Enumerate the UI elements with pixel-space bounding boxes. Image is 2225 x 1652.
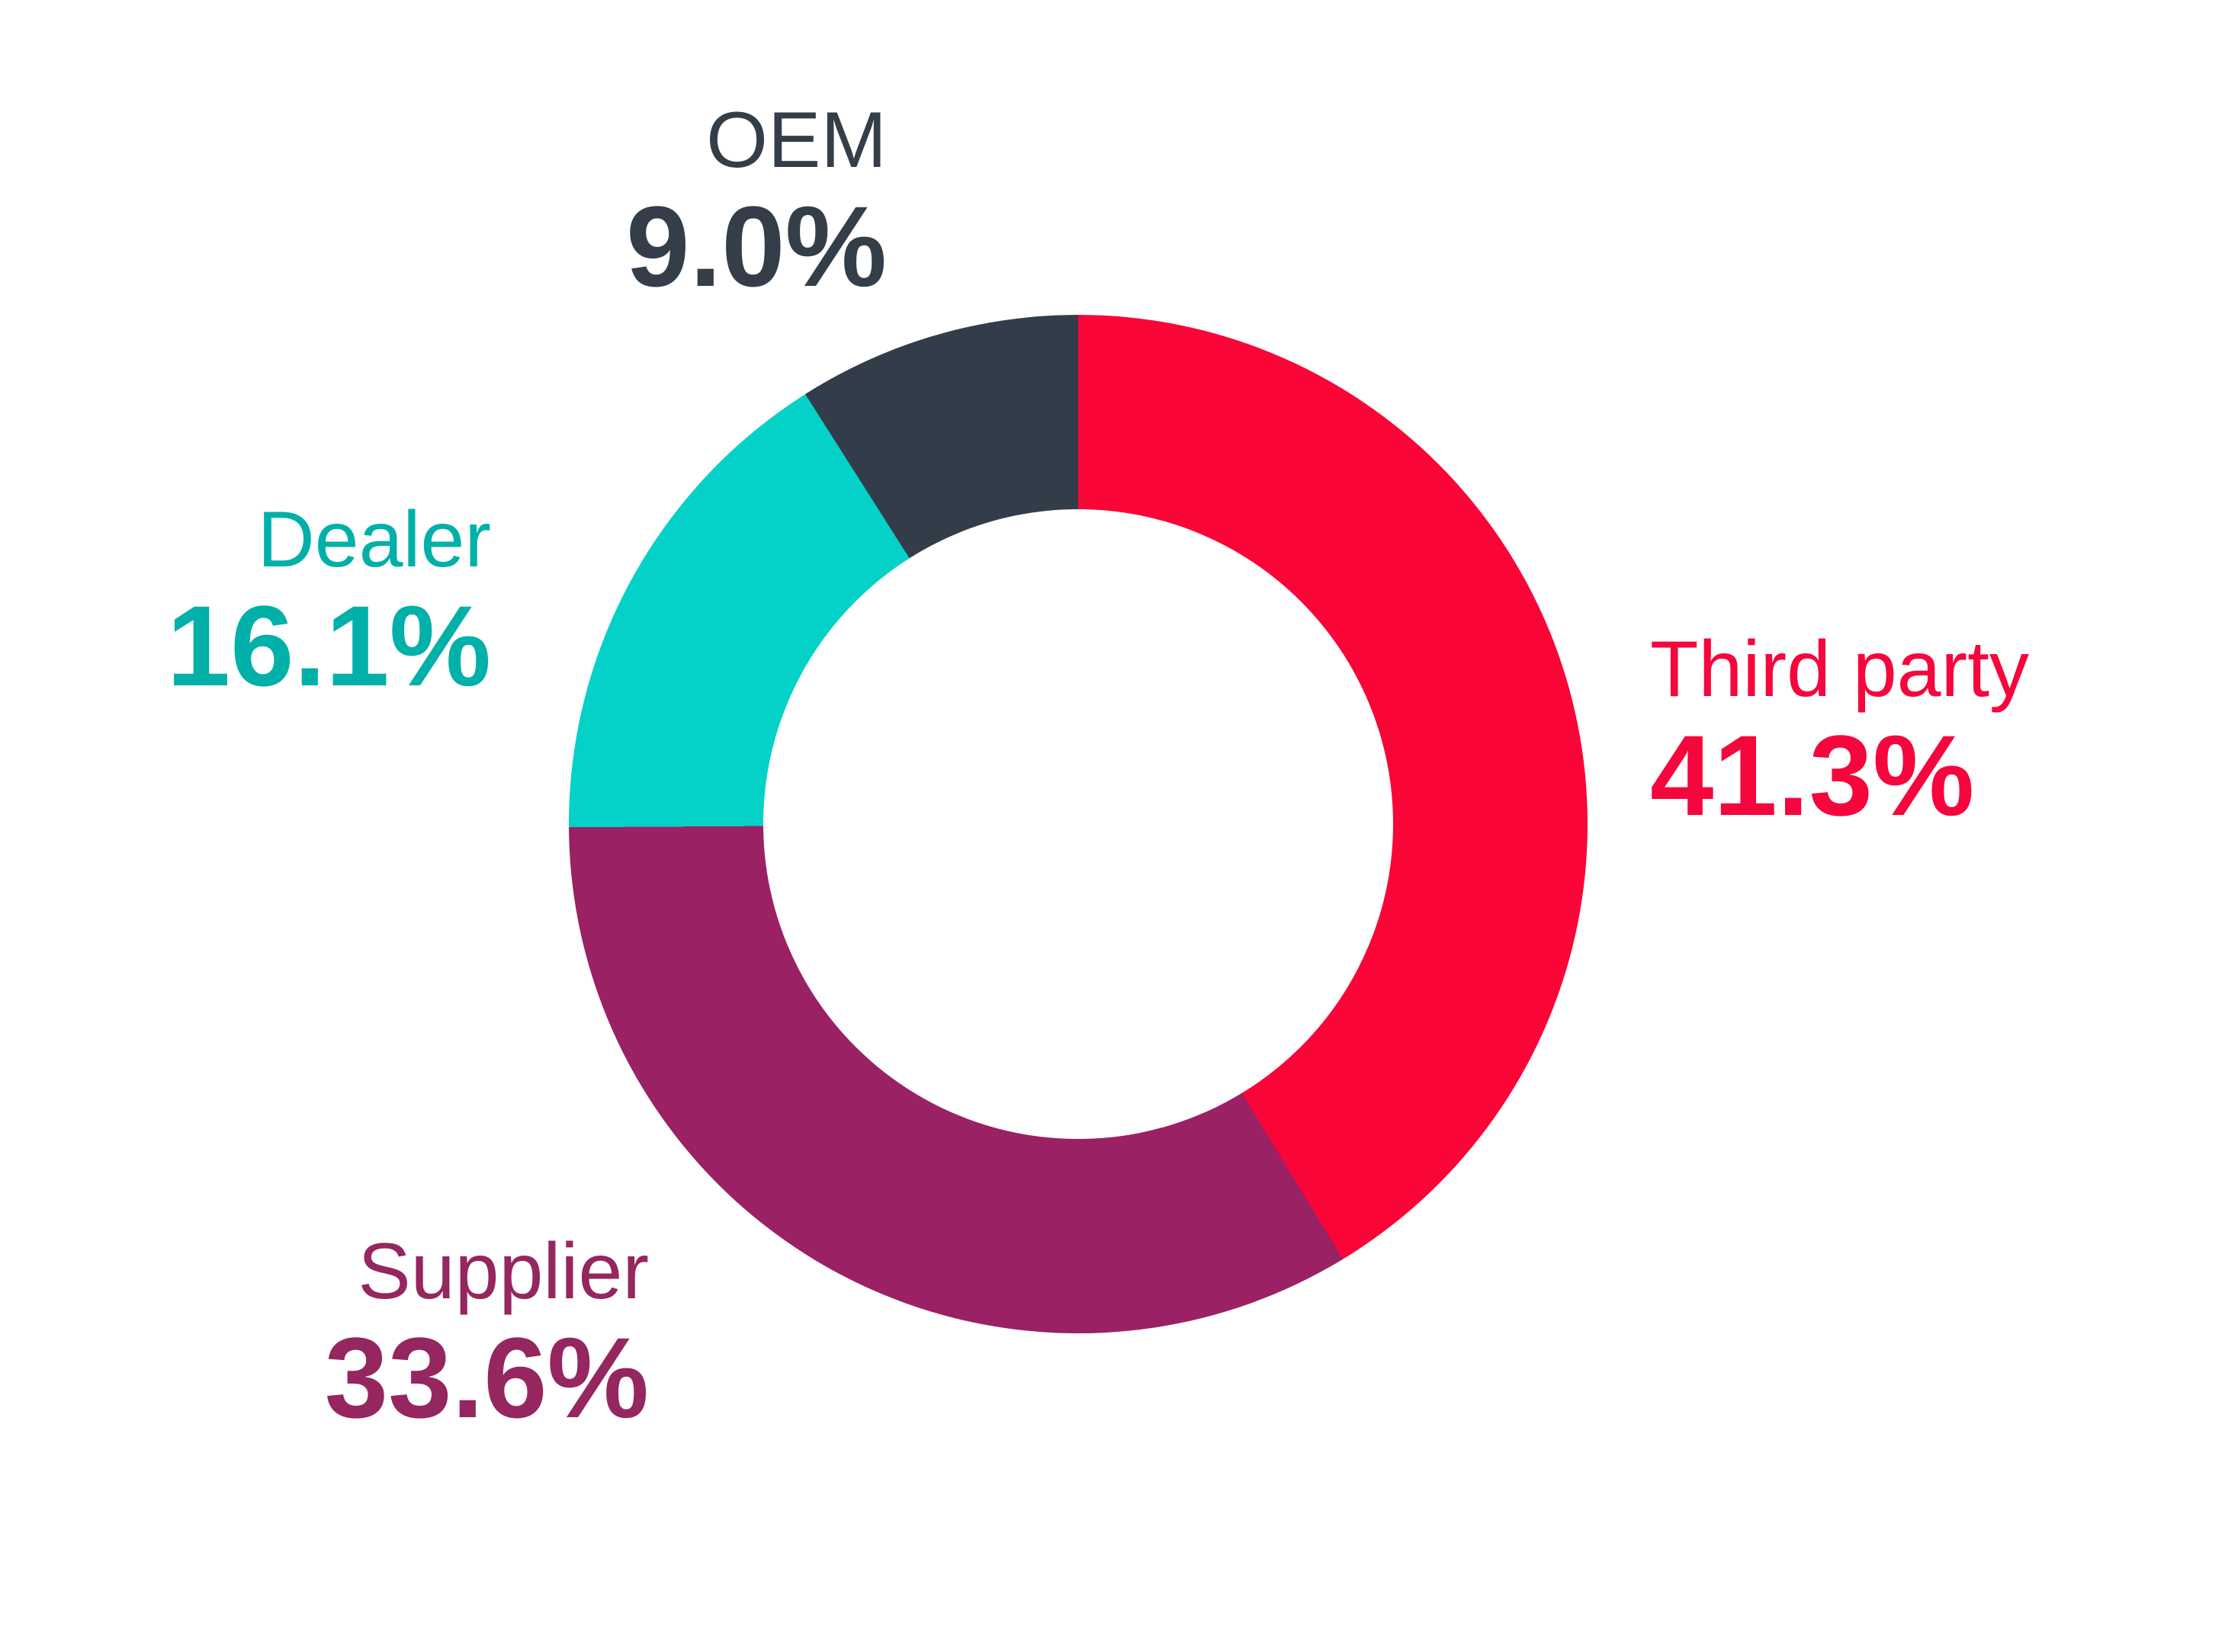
slice-label-oem: OEM 9.0%	[626, 96, 887, 308]
slice-label-supplier: Supplier 33.6%	[325, 1227, 649, 1439]
slice-value: 16.1%	[166, 582, 491, 711]
slice-label-dealer: Dealer 16.1%	[167, 496, 491, 707]
donut-hole	[763, 509, 1393, 1139]
slice-value: 33.6%	[324, 1314, 649, 1442]
slice-name: Supplier	[358, 1227, 649, 1316]
slice-value: 41.3%	[1650, 711, 1975, 840]
donut-ring	[569, 315, 1588, 1333]
slice-name: OEM	[706, 96, 887, 184]
slice-value: 9.0%	[626, 182, 887, 311]
slice-name: Dealer	[257, 496, 491, 584]
slice-label-third-party: Third party 41.3%	[1650, 625, 2029, 837]
slice-name: Third party	[1650, 625, 2030, 714]
